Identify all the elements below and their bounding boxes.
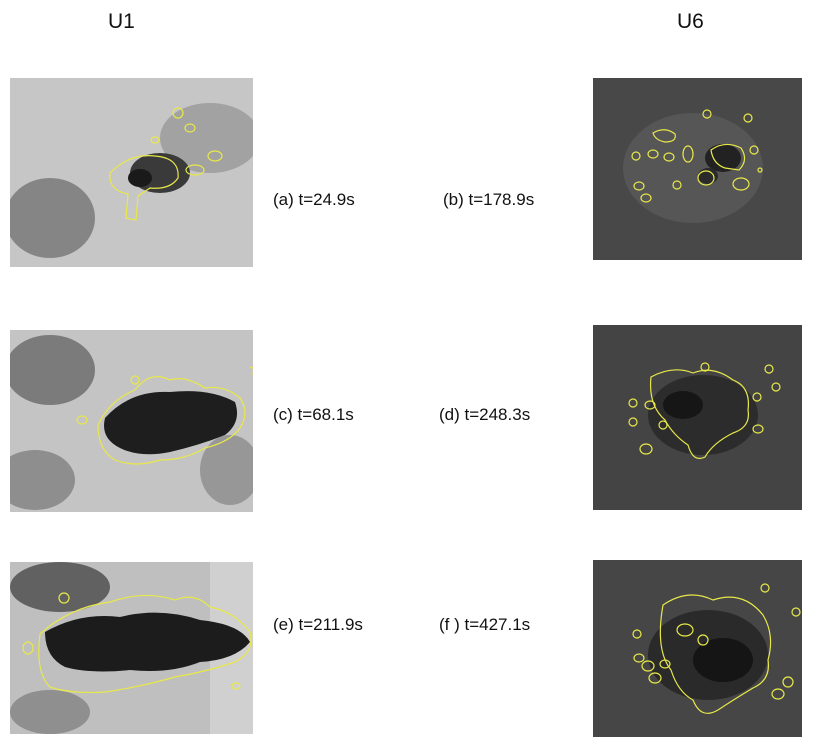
caption-b: (b) t=178.9s: [443, 190, 535, 209]
panel-b-svg: [593, 78, 802, 260]
caption-a: (a) t=24.9s: [273, 190, 355, 209]
column-title-u1: U1: [108, 10, 135, 33]
caption-f: (f ) t=427.1s: [439, 615, 531, 634]
panel-c-svg: [10, 330, 253, 512]
panel-a-svg: [10, 78, 253, 267]
panel-f-svg: [593, 560, 802, 737]
panel-f-image: [593, 560, 802, 737]
panel-d-image: [593, 325, 802, 510]
caption-c: (c) t=68.1s: [273, 405, 354, 424]
panel-a-image: [10, 78, 253, 267]
column-title-u6: U6: [677, 10, 704, 33]
caption-e: (e) t=211.9s: [273, 615, 363, 634]
panel-e-image: [10, 562, 253, 734]
caption-d: (d) t=248.3s: [439, 405, 531, 424]
panel-d-svg: [593, 325, 802, 510]
panel-e-svg: [10, 562, 253, 734]
panel-c-image: [10, 330, 253, 512]
panel-b-image: [593, 78, 802, 260]
